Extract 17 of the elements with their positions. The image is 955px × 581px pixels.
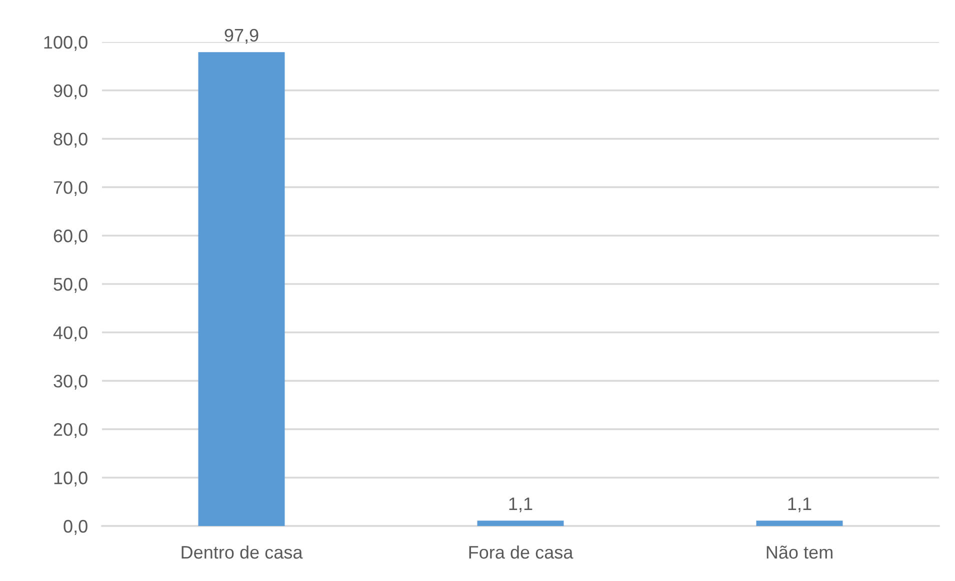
y-tick-label: 40,0 <box>53 326 88 342</box>
y-tick-label: 0,0 <box>64 520 88 535</box>
y-tick-label: 70,0 <box>54 181 88 196</box>
y-tick-label: 100,0 <box>44 36 88 51</box>
y-tick-label: 30,0 <box>54 374 88 390</box>
y-tick-label: 60,0 <box>54 230 88 244</box>
data-label: 1,1 <box>509 498 532 512</box>
x-tick-label: Fora de casa <box>469 545 574 559</box>
y-tick-label: 20,0 <box>54 423 88 438</box>
data-label: 97,9 <box>224 28 258 44</box>
x-tick-label: Dentro de casa <box>182 545 303 559</box>
y-tick-label: 10,0 <box>54 472 88 486</box>
x-tick-label: Não tem <box>766 546 832 559</box>
data-label: 1,1 <box>788 498 812 512</box>
y-tick-label: 80,0 <box>54 132 88 148</box>
y-tick-label: 50,0 <box>54 278 88 293</box>
y-tick-label: 90,0 <box>54 84 88 100</box>
